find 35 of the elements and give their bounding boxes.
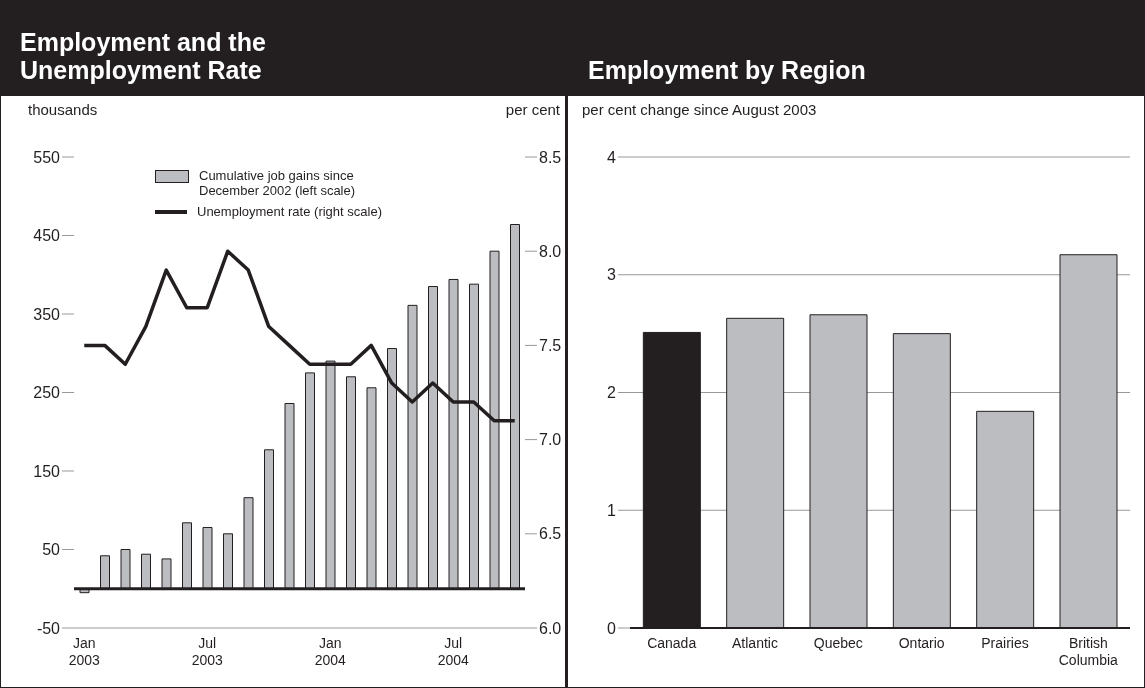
y-tick-label: 1	[607, 501, 617, 519]
y-tick-label: 2	[607, 384, 617, 402]
y2-tick-label: 8.5	[539, 148, 562, 166]
chart-title: Employment by Region	[588, 56, 867, 84]
y2-tick-label: 7.0	[539, 431, 562, 449]
y-tick-label: 4	[607, 148, 617, 166]
y2-tick-label: 8.0	[539, 242, 562, 260]
y-tick-label: 50	[42, 541, 61, 559]
x-tick-label: Jul 2003	[191, 635, 224, 668]
y-tick-label: 450	[33, 227, 61, 245]
y-tick-label: -50	[36, 619, 61, 637]
y2-tick-label: 6.0	[539, 619, 562, 637]
x-tick-label: Jul 2004	[437, 635, 470, 668]
x-tick-label: Quebec	[813, 635, 863, 651]
y-tick-label: 350	[33, 305, 61, 323]
y-axis-title: per cent change since August 2003	[582, 101, 817, 118]
y-axis-title: thousands	[28, 101, 98, 118]
y-tick-label: 550	[33, 148, 61, 166]
chart-title: Employment and the Unemployment Rate	[20, 28, 267, 84]
x-tick-label: Ontario	[898, 635, 945, 651]
y2-tick-label: 7.5	[539, 337, 562, 355]
legend-label: Cumulative job gains since December 2002 (left scale)	[199, 168, 357, 198]
x-tick-label: Jan 2004	[314, 635, 347, 668]
x-tick-label: Atlantic	[732, 635, 778, 651]
y-tick-label: 3	[607, 266, 617, 284]
y-tick-label: 0	[607, 619, 617, 637]
y2-axis-title: per cent	[505, 101, 560, 118]
x-tick-label: British Columbia	[1058, 635, 1119, 668]
x-tick-label: Jan 2003	[68, 635, 101, 668]
x-tick-label: Canada	[647, 635, 697, 651]
y-tick-label: 250	[33, 384, 61, 402]
y-tick-label: 150	[33, 462, 61, 480]
x-tick-label: Prairies	[981, 635, 1029, 651]
y2-tick-label: 6.5	[539, 525, 562, 543]
legend-label: Unemployment rate (right scale)	[197, 204, 383, 219]
